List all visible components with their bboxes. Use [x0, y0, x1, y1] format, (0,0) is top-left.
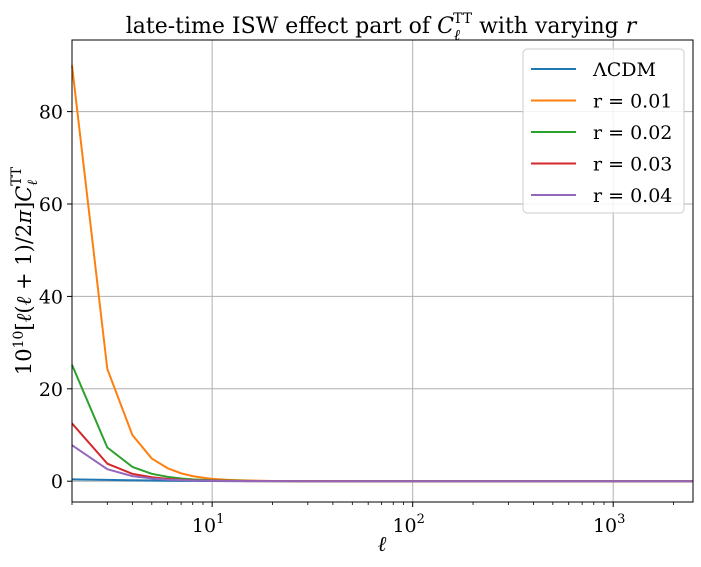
legend-label: r = 0.02 — [593, 122, 672, 144]
x-tick-label: 101 — [192, 512, 224, 537]
y-tick-label: 0 — [51, 471, 63, 493]
legend-box — [522, 48, 685, 214]
y-axis-label: 1010[ℓ(ℓ + 1)/2π]CℓTT — [9, 166, 41, 375]
legend-label: r = 0.01 — [593, 91, 672, 113]
legend: ΛCDM r = 0.01 r = 0.02 r = 0.03 r = 0.04 — [522, 48, 685, 214]
y-tick-label: 60 — [39, 194, 63, 216]
plot-frame — [71, 39, 694, 503]
y-tick-label: 40 — [39, 286, 63, 308]
chart-title: late-time ISW effect part of CℓTT with v… — [126, 11, 638, 44]
axis-ticks: 0 20 40 60 80 101 102 103 — [39, 102, 674, 537]
legend-label: r = 0.03 — [593, 154, 672, 176]
x-tick-label: 103 — [593, 512, 625, 537]
x-axis-label: ℓ — [378, 532, 387, 556]
y-tick-label: 20 — [39, 379, 63, 401]
legend-label: r = 0.04 — [593, 185, 672, 207]
y-tick-label: 80 — [39, 102, 63, 124]
legend-label: ΛCDM — [592, 59, 656, 81]
series-lines — [71, 65, 693, 483]
x-tick-label: 102 — [392, 512, 424, 537]
series-line — [71, 444, 693, 483]
